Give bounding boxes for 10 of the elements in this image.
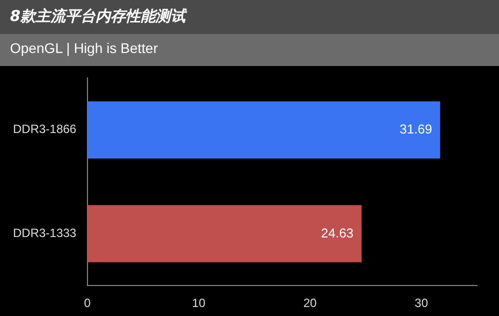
data-label: 24.63 xyxy=(321,225,354,240)
y-tick-label: DDR3-1866 xyxy=(12,122,77,136)
data-label: 31.69 xyxy=(400,121,432,136)
y-tick-label: DDR3-1333 xyxy=(12,226,77,240)
chart-subtitle: OpenGL | High is Better xyxy=(0,34,499,66)
x-tick-label: 20 xyxy=(303,296,318,310)
x-tick-label: 0 xyxy=(84,296,92,310)
x-tick-label: 10 xyxy=(192,296,206,310)
chart-title: 8款主流平台内存性能测试 xyxy=(0,0,499,34)
x-tick-label: 30 xyxy=(414,296,428,310)
